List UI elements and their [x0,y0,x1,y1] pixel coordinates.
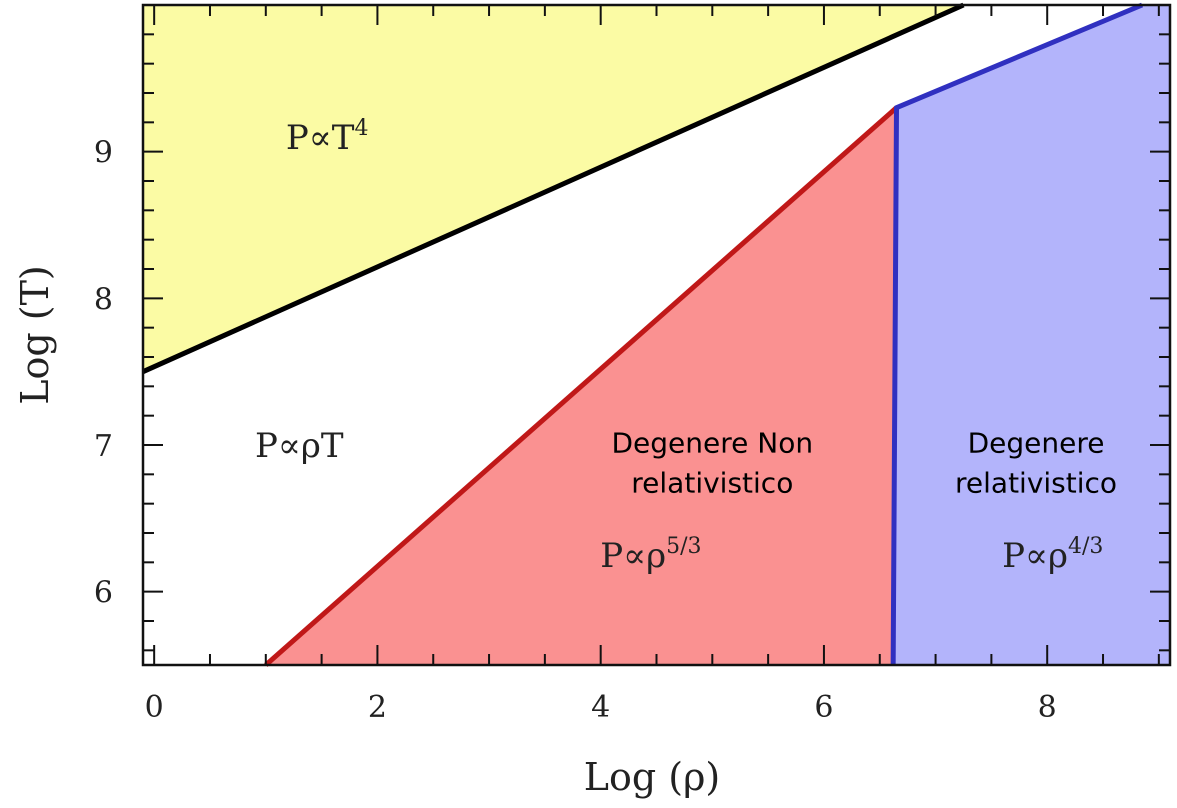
boundary-line-2 [890,2,1144,666]
boundary-line-0 [141,2,965,374]
y-axis-title: Log (T) [13,265,57,405]
formula-exponent: 4/3 [1068,534,1103,559]
region-formula-2: P∝ρ5/3 [600,534,701,576]
y-tick-label: 9 [94,136,113,171]
region-title-line: Degenere [968,426,1105,459]
boundaries-layer [141,2,1144,667]
formula-exponent: 5/3 [666,534,701,559]
x-tick-label: 6 [814,690,833,725]
x-tick-label: 8 [1038,690,1057,725]
x-axis-title: Log (ρ) [584,755,721,799]
y-tick-label: 8 [94,282,113,317]
formula-base: P∝ρT [255,426,344,466]
formula-exponent: 4 [354,116,368,141]
formula-base: P∝ρ [1002,536,1068,576]
y-tick-label: 6 [94,576,113,611]
x-tick-label: 0 [145,690,164,725]
region-formula-1: P∝ρT [255,426,344,466]
formula-base: P∝ρ [600,536,666,576]
x-tick-label: 2 [368,690,387,725]
formula-base: P∝T [286,118,355,158]
boundary-line-1 [264,105,899,667]
region-title-line: relativistico [955,466,1117,499]
region-formula-3: P∝ρ4/3 [1002,534,1103,576]
region-title-line: relativistico [631,466,793,499]
region-title-line: Degenere Non [612,426,814,459]
x-tick-label: 4 [591,690,610,725]
y-tick-label: 7 [94,429,113,464]
ticks-layer [143,5,1170,665]
region-fill-3 [893,5,1170,665]
region-formula-0: P∝T4 [286,116,369,158]
